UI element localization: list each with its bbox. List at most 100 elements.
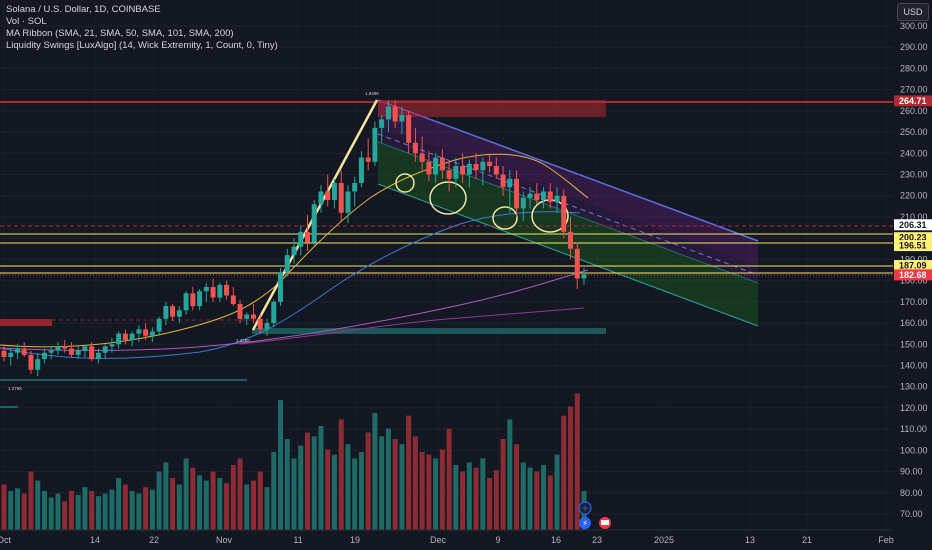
time-tick-label: 22 [149,535,159,545]
price-tick-label: 150.00 [900,339,928,349]
volume-bar [230,465,236,530]
volume-bar [480,458,486,530]
price-tick-label: 240.00 [900,148,928,158]
high-swing-label: 1.849K [365,91,379,96]
candle-body [21,348,27,355]
time-tick-label: Oct [0,535,11,545]
candle-body [568,231,574,249]
candle-body [264,323,270,330]
volume-bar [1,484,7,530]
lightning-icon-glyph: ⚡ [582,519,588,528]
candle-body [156,318,162,332]
candle-body [541,191,547,200]
candle-body [331,183,337,200]
volume-bar [271,452,277,530]
channel-mid-dashed [377,133,759,276]
time-tick-label: Nov [216,535,233,545]
candle-body [385,106,391,120]
indicator-icons[interactable]: + ⚡ [578,501,611,529]
volume-bar [311,436,317,530]
channel-top-line [377,99,759,242]
candle-body [392,106,398,122]
volume-bar [14,488,20,530]
symbol-title[interactable]: Solana / U.S. Dollar, 1D, COINBASE [6,4,161,15]
candle-body [89,346,95,360]
volume-bar [210,471,216,530]
candle-body [534,193,540,200]
volume-bar [304,432,310,530]
currency-button[interactable]: USD [897,3,929,21]
candle-body [406,115,412,143]
ma-ribbon-legend[interactable]: MA Ribbon (SMA, 21, SMA, 50, SMA, 101, S… [6,28,234,39]
price-tick-label: 140.00 [900,360,928,370]
volume-bar [122,484,128,530]
chart-grid [0,25,893,515]
candle-body [14,348,20,353]
price-tag: 187.09 [894,260,932,272]
time-tick-label: Feb [878,535,894,545]
volume-bar [89,491,95,530]
candle-body [352,183,358,192]
volume-bar [183,458,189,530]
volume-bar [68,491,74,530]
volume-bar [237,458,243,530]
volume-bar [55,493,61,530]
candle-body [62,346,68,349]
candle-body [284,255,290,273]
volume-bar [520,462,526,530]
volume-bar [433,458,439,530]
candle-body [35,359,41,370]
candle-body [163,306,169,319]
candle-body [338,183,344,213]
candle-body [28,354,34,370]
volume-bar [325,449,331,530]
time-tick-label: 9 [495,535,500,545]
candle-body [278,272,284,302]
volume-bar [48,497,54,530]
time-tick-label: 2025 [654,535,674,545]
lightning-icon[interactable] [579,517,591,529]
price-tick-label: 270.00 [900,85,928,95]
ma-101-line [0,269,589,352]
volume-bar [149,489,155,530]
plus-icon[interactable] [578,501,592,515]
time-axis[interactable]: Oct 14 22 Nov 11 19 Dec 9 16 23 2025 13 21 Feb [0,535,894,545]
candle-body [1,350,7,357]
candle-body [143,329,149,336]
candle-body [257,318,263,330]
price-tick-label: 100.00 [900,445,928,455]
candle-body [116,333,122,345]
candlesticks [1,100,587,377]
volume-legend[interactable]: Vol · SOL [6,16,47,27]
price-tags: 264.71206.31200.23196.51187.09183.07182.… [894,95,932,281]
chart-drawings: 1.849K 1.275K 1.336K [0,91,893,408]
candle-body [102,346,108,353]
price-tag-bg [894,95,932,107]
candle-body [75,350,81,355]
candle-body [514,178,520,209]
candle-body [466,163,472,175]
volume-bar [419,452,425,530]
candle-body [129,333,135,341]
price-tick-label: 120.00 [900,403,928,413]
candle-body [473,163,479,171]
price-tag-label: 264.71 [899,96,927,106]
candle-body [149,331,155,336]
volume-bar [197,475,203,530]
volume-bar [426,454,432,530]
volume-bar [278,400,284,530]
candle-body [547,191,553,203]
chart-legend: Solana / U.S. Dollar, 1D, COINBASE Vol ·… [6,4,278,52]
price-tick-label: 260.00 [900,106,928,116]
volume-bar [109,489,115,530]
price-tag: 200.23 [894,232,932,244]
candle-body [244,314,250,319]
candle-body [197,291,203,307]
volume-bar [345,444,351,530]
highlight-circle-3 [492,206,518,230]
candle-body [500,174,506,188]
volume-bar [116,478,122,530]
candle-body [48,350,54,353]
liquidity-legend[interactable]: Liquidity Swings [LuxAlgo] (14, Wick Ext… [6,40,278,51]
